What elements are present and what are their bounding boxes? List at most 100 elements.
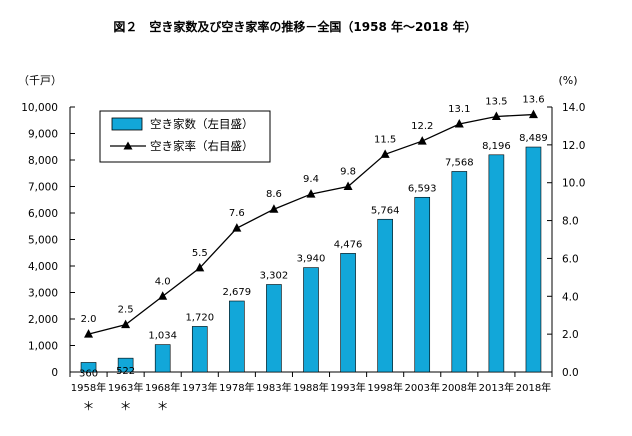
rate-marker — [528, 109, 538, 119]
rate-value-label: 7.6 — [229, 208, 245, 219]
left-tick-label: 6,000 — [28, 208, 58, 220]
bar — [377, 218, 393, 373]
right-tick-label: 10.0 — [562, 178, 585, 190]
bar-value-label: 7,568 — [445, 157, 474, 168]
x-tick-label: 2003年 — [405, 381, 440, 394]
legend-label-bar: 空き家数（左目盛） — [150, 117, 254, 131]
bar-value-label: 1,034 — [148, 331, 177, 342]
bar-value-label: 6,593 — [408, 183, 437, 194]
right-tick-label: 12.0 — [562, 140, 585, 152]
left-tick-label: 8,000 — [28, 155, 58, 167]
rate-marker — [380, 149, 390, 158]
x-asterisk-mark: ＊ — [83, 399, 95, 413]
right-tick-label: 14.0 — [562, 102, 585, 114]
bar — [154, 344, 171, 373]
bar — [117, 357, 134, 373]
x-tick-label: 2018年 — [516, 381, 551, 394]
left-tick-label: 0 — [51, 367, 58, 379]
rate-value-label: 11.5 — [374, 134, 396, 145]
x-tick-label: 1963年 — [108, 381, 143, 394]
right-tick-label: 4.0 — [562, 291, 579, 303]
x-tick-label: 2013年 — [479, 381, 514, 394]
line-series — [84, 109, 538, 338]
left-tick-label: 4,000 — [28, 261, 58, 273]
x-tick-label: 1988年 — [293, 381, 328, 394]
left-tick-label: 2,000 — [28, 314, 58, 326]
rate-value-label: 13.1 — [448, 104, 470, 115]
legend-swatch-bar — [111, 117, 143, 131]
bar-series — [80, 146, 542, 373]
bar — [525, 146, 542, 373]
axes: 0 1,000 2,000 3,000 4,000 5,000 6,000 7,000 8,00… — [21, 102, 585, 413]
bar-value-label: 3,940 — [297, 254, 326, 265]
bar-value-label: 5,764 — [371, 205, 400, 216]
bar-value-label: 360 — [79, 368, 98, 379]
rate-marker — [306, 189, 316, 198]
rate-value-label: 13.6 — [522, 95, 544, 106]
left-tick-label: 1,000 — [28, 341, 58, 353]
left-tick-label: 7,000 — [28, 182, 58, 194]
left-tick-label: 5,000 — [28, 235, 58, 247]
bar — [488, 154, 505, 373]
rate-value-label: 5.5 — [192, 248, 208, 259]
bar-value-label: 2,679 — [223, 287, 252, 298]
rate-marker — [158, 291, 168, 300]
left-tick-label: 9,000 — [28, 129, 58, 141]
right-tick-label: 8.0 — [562, 216, 579, 228]
rate-value-label: 8.6 — [266, 189, 282, 200]
rate-marker — [121, 319, 131, 329]
bar — [266, 284, 282, 373]
right-tick-label: 2.0 — [562, 329, 579, 341]
rate-value-label: 13.5 — [485, 96, 507, 107]
rate-marker — [195, 262, 205, 272]
bar — [80, 362, 97, 373]
legend: 空き家数（左目盛） 空き家率（右目盛） — [99, 110, 271, 163]
legend-swatch-marker — [123, 141, 133, 150]
rate-value-label: 4.0 — [155, 276, 171, 287]
left-tick-label: 3,000 — [28, 288, 58, 300]
right-tick-label: 0.0 — [562, 367, 579, 379]
x-tick-label: 2008年 — [442, 381, 477, 394]
rate-marker — [84, 329, 94, 338]
rate-marker — [417, 136, 427, 145]
x-tick-label: 1958年 — [71, 381, 106, 394]
x-tick-label: 1998年 — [367, 381, 402, 394]
bar — [451, 171, 468, 373]
bar — [340, 253, 356, 373]
chart-title: 図２ 空き家数及び空き家率の推移－全国（1958 年～2018 年） — [113, 19, 476, 34]
right-tick-label: 6.0 — [562, 253, 579, 265]
legend-label-line: 空き家率（右目盛） — [150, 139, 254, 153]
rate-value-label: 9.8 — [340, 167, 356, 178]
left-tick-label: 10,000 — [21, 102, 58, 114]
rate-value-label: 9.4 — [303, 174, 319, 185]
x-tick-label: 1993年 — [330, 381, 365, 394]
right-axis-unit: (%) — [558, 74, 577, 87]
rate-marker — [269, 204, 279, 213]
x-tick-label: 1978年 — [219, 381, 254, 394]
data-labels: 360 522 1,034 1,720 2,679 3,302 3,940 4,476 5,76… — [79, 95, 548, 380]
x-asterisk-mark: ＊ — [157, 399, 169, 413]
x-tick-label: 1973年 — [182, 381, 217, 394]
bar-value-label: 522 — [116, 366, 135, 377]
rate-marker — [232, 223, 242, 232]
bar — [414, 196, 431, 373]
rate-value-label: 2.5 — [118, 305, 134, 316]
rate-marker — [343, 181, 353, 190]
left-axis-unit: （千戸） — [18, 74, 62, 87]
bar-value-label: 1,720 — [185, 312, 214, 323]
bar-value-label: 8,196 — [482, 141, 511, 152]
bar — [229, 300, 245, 373]
x-tick-label: 1983年 — [256, 381, 291, 394]
bar — [303, 267, 319, 373]
x-asterisk-mark: ＊ — [120, 399, 132, 413]
rate-marker — [454, 119, 464, 128]
rate-value-label: 2.0 — [81, 314, 97, 325]
x-tick-label: 1968年 — [145, 381, 180, 394]
bar-value-label: 3,302 — [260, 270, 289, 281]
bar-value-label: 4,476 — [334, 239, 363, 250]
bar — [191, 326, 208, 373]
bar-value-label: 8,489 — [519, 133, 548, 144]
rate-value-label: 12.2 — [411, 121, 433, 132]
